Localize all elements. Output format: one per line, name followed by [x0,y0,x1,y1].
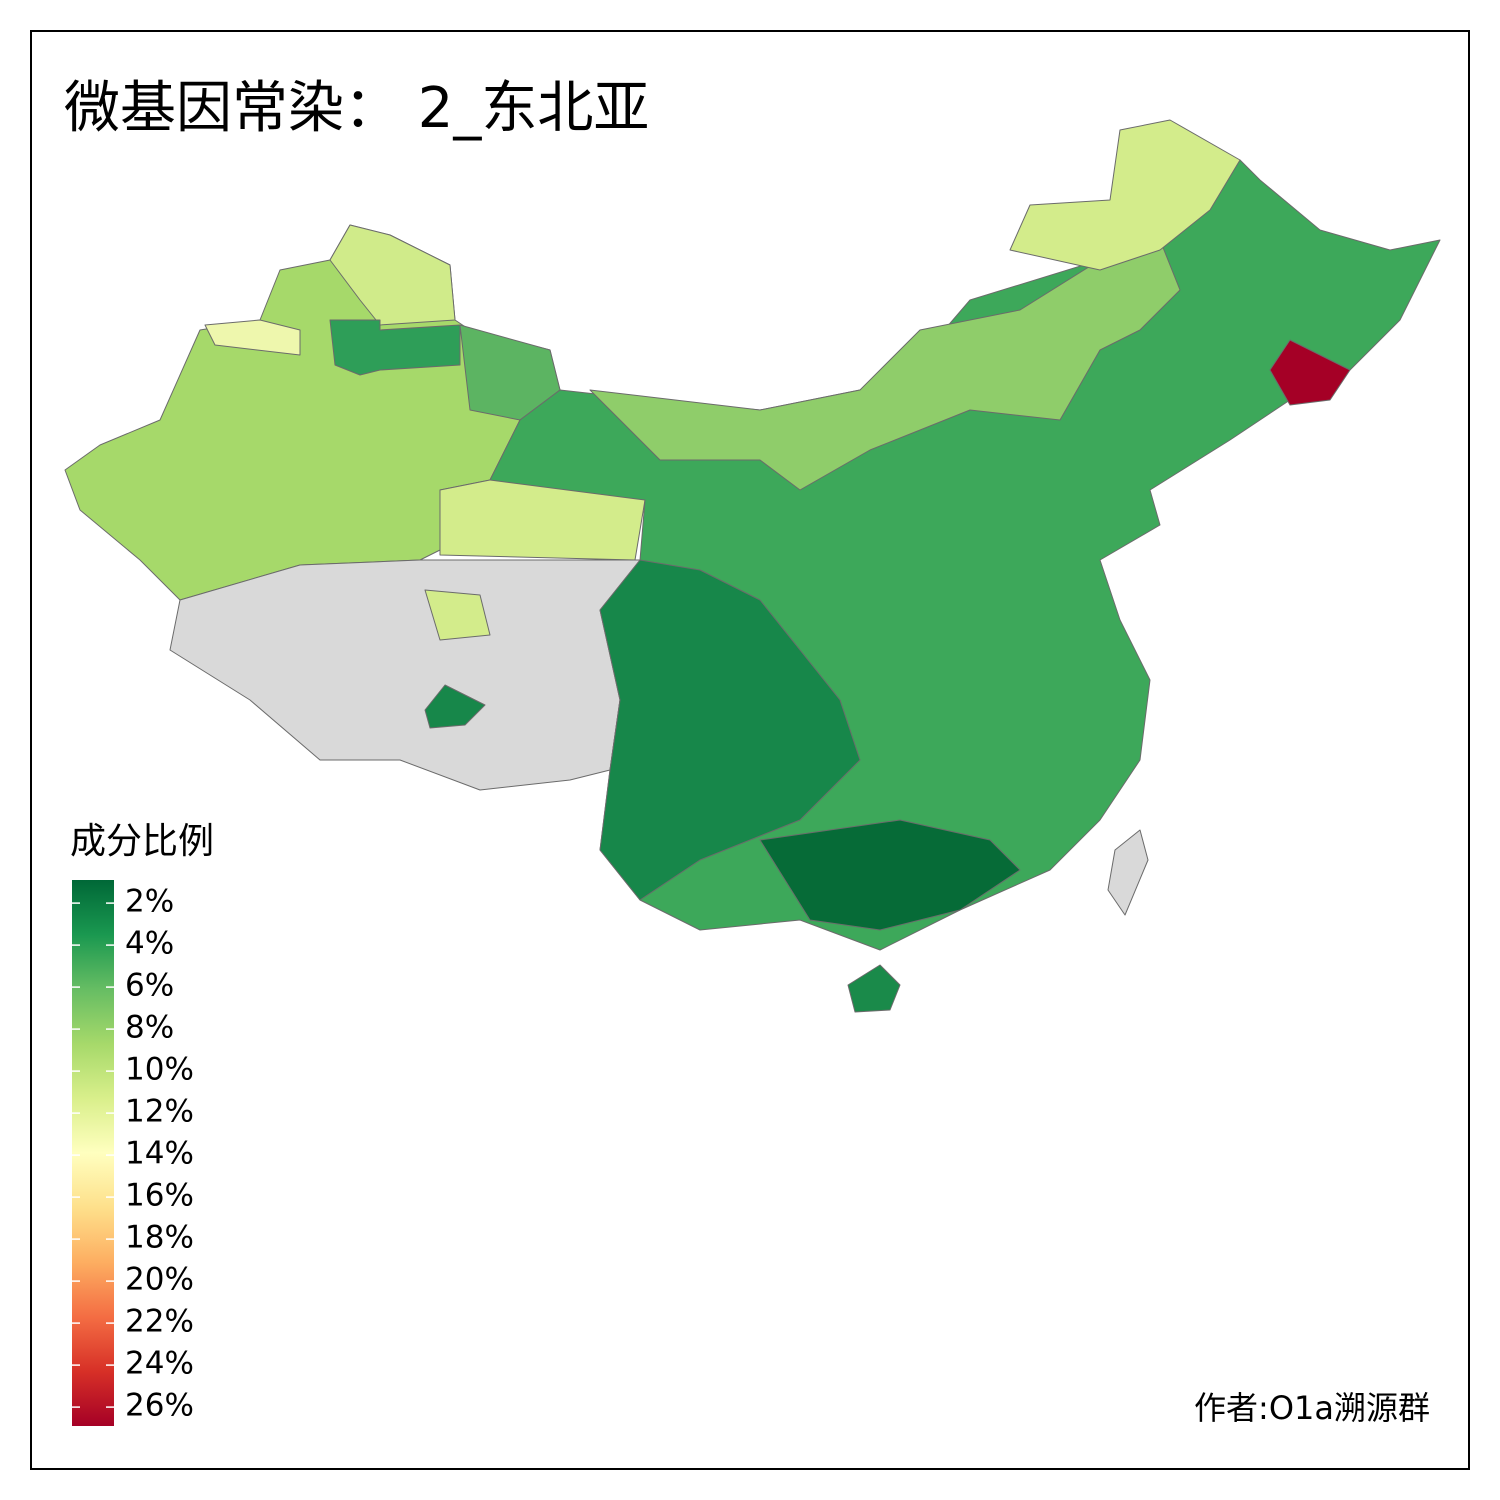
title: 微基因常染： 2_东北亚 [64,76,649,141]
tick-label: 6% [125,968,174,1004]
author: 作者:O1a溯源群 [1194,1389,1430,1427]
tick-label: 20% [125,1262,194,1298]
tibet-qinghai-patch [424,589,491,641]
yanbian [1269,339,1351,406]
tick-label: 22% [125,1304,194,1340]
tick-label: 10% [125,1052,194,1088]
tibet-patch [424,684,486,729]
sichuan [599,559,861,901]
tick-label: 26% [125,1388,194,1424]
tick-label: 4% [125,926,174,962]
legend-title: 成分比例 [70,821,214,862]
inner-mongolia [589,239,1181,491]
hainan [847,964,901,1013]
tick-label: 16% [125,1178,194,1214]
xinjiang-dark [329,319,461,376]
tick-label: 8% [125,1010,174,1046]
south-dark [759,819,1021,931]
taiwan [1107,829,1149,916]
map-regions [64,119,1441,1013]
xinjiang-north [329,224,456,326]
tick-label: 2% [125,884,174,920]
tick-label: 12% [125,1094,194,1130]
tick-label: 18% [125,1220,194,1256]
tick-label: 14% [125,1136,194,1172]
heilongjiang-north [1009,119,1241,271]
color-bar [72,880,114,1426]
xinjiang-west [204,319,301,356]
tick-label: 24% [125,1346,194,1382]
